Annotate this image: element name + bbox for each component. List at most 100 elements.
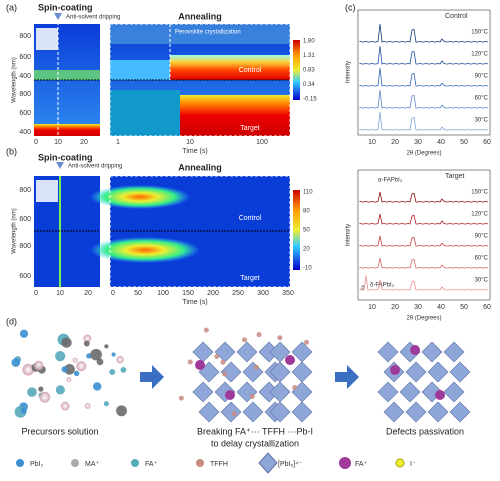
xrd-trace <box>359 89 489 109</box>
cation <box>390 365 400 375</box>
x-tick-label: 20 <box>84 290 92 297</box>
temperature-label: 60°C <box>475 256 489 262</box>
octahedron <box>220 401 242 423</box>
y-tick-label: 800 <box>19 243 31 250</box>
x-tick-label: 10 <box>368 304 376 311</box>
legend: Target <box>445 173 465 180</box>
row-label: Target <box>240 275 260 282</box>
octahedron <box>399 381 421 403</box>
x-tick-label: 60 <box>483 139 491 146</box>
panel-label: (c) <box>345 2 356 12</box>
molecule <box>231 411 237 417</box>
x-tick-label: 10 <box>54 139 62 146</box>
octahedron <box>291 401 313 423</box>
atom <box>83 334 92 343</box>
y-tick-label: 400 <box>19 73 31 80</box>
colorbar-label: -0.15 <box>303 97 317 103</box>
octahedron <box>192 381 214 403</box>
molecule <box>253 364 259 370</box>
octahedron <box>242 401 264 423</box>
legend-icon <box>339 457 351 469</box>
atom <box>84 402 91 409</box>
xrd-trace <box>359 275 489 291</box>
octahedron <box>449 401 471 423</box>
x-axis-label: 2θ (Degrees) <box>406 151 441 157</box>
octahedron <box>421 341 443 363</box>
atom <box>116 405 127 417</box>
row-label: Target <box>240 125 260 132</box>
atom <box>83 340 90 347</box>
x-tick-label: 20 <box>80 139 88 146</box>
legend-label: MA⁺ <box>85 461 100 468</box>
legend-label: [PbI₆]⁴⁻ <box>278 461 302 468</box>
octahedron <box>291 341 313 363</box>
temperature-label: 60°C <box>475 96 489 102</box>
atom <box>92 382 102 391</box>
octahedron <box>405 361 427 383</box>
cation <box>435 390 445 400</box>
temperature-label: 90°C <box>475 234 489 240</box>
phase-label: α-FAPbI₃ <box>378 178 403 184</box>
x-tick-label: 350 <box>282 290 294 297</box>
molecule <box>222 371 228 377</box>
temperature-label: 30°C <box>475 278 489 284</box>
legend-icon <box>131 459 139 467</box>
caption: to delay crystallization <box>211 438 299 448</box>
colorbar <box>293 40 300 100</box>
colorbar-label: 110 <box>303 190 313 196</box>
x-tick-label: 0 <box>34 290 38 297</box>
x-tick-label: 10 <box>56 290 64 297</box>
atom <box>86 353 92 359</box>
colorbar-label: 50 <box>303 228 310 234</box>
molecule <box>178 395 184 401</box>
octahedron <box>427 401 449 423</box>
legend-icon <box>395 458 405 468</box>
octahedron <box>427 361 449 383</box>
y-axis-label: Wavelength (nm) <box>12 208 18 253</box>
x-tick-label: 200 <box>207 290 219 297</box>
atom <box>27 387 37 397</box>
caption: Defects passivation <box>386 426 464 436</box>
colorbar-label: 0.34 <box>303 82 315 88</box>
x-tick-label: 250 <box>232 290 244 297</box>
atom <box>103 401 109 407</box>
octahedron <box>269 401 291 423</box>
x-tick-label: 100 <box>157 290 169 297</box>
atom <box>120 366 127 373</box>
legend-label: FA⁺ <box>355 461 368 468</box>
y-tick-label: 600 <box>19 273 31 280</box>
x-tick-label: 50 <box>460 304 468 311</box>
colorbar-label: -10 <box>303 266 312 272</box>
x-tick-label: 1 <box>116 139 120 146</box>
atom <box>76 361 87 372</box>
molecule <box>203 327 209 333</box>
panel-title: Spin-coating <box>38 2 93 12</box>
heatmap-right <box>109 23 291 137</box>
y-tick-label: 600 <box>19 54 31 61</box>
y-tick-label: 600 <box>19 216 31 223</box>
xrd-trace <box>359 67 489 87</box>
x-axis-label: 2θ (Degrees) <box>406 316 441 322</box>
molecule <box>187 359 193 365</box>
x-tick-label: 300 <box>257 290 269 297</box>
row-label: Control <box>239 215 262 222</box>
drip-marker <box>56 162 64 169</box>
cation <box>225 390 235 400</box>
annotation: Anti-solvent dripping <box>68 164 122 170</box>
legend-icon <box>71 459 79 467</box>
arrow <box>335 365 359 389</box>
atom <box>33 360 44 371</box>
plot-frame <box>357 9 491 136</box>
octahedron <box>220 361 242 383</box>
xrd-trace <box>359 257 489 269</box>
molecule <box>220 359 226 365</box>
x-tick-label: 0 <box>34 139 38 146</box>
octahedron <box>291 381 313 403</box>
temperature-label: 150°C <box>471 30 488 36</box>
octahedron <box>192 341 214 363</box>
legend-icon <box>196 459 204 467</box>
annotation: Anti-solvent dripping <box>66 15 120 21</box>
marker: # <box>361 286 365 292</box>
x-tick-label: 150 <box>182 290 194 297</box>
molecule <box>303 339 309 345</box>
